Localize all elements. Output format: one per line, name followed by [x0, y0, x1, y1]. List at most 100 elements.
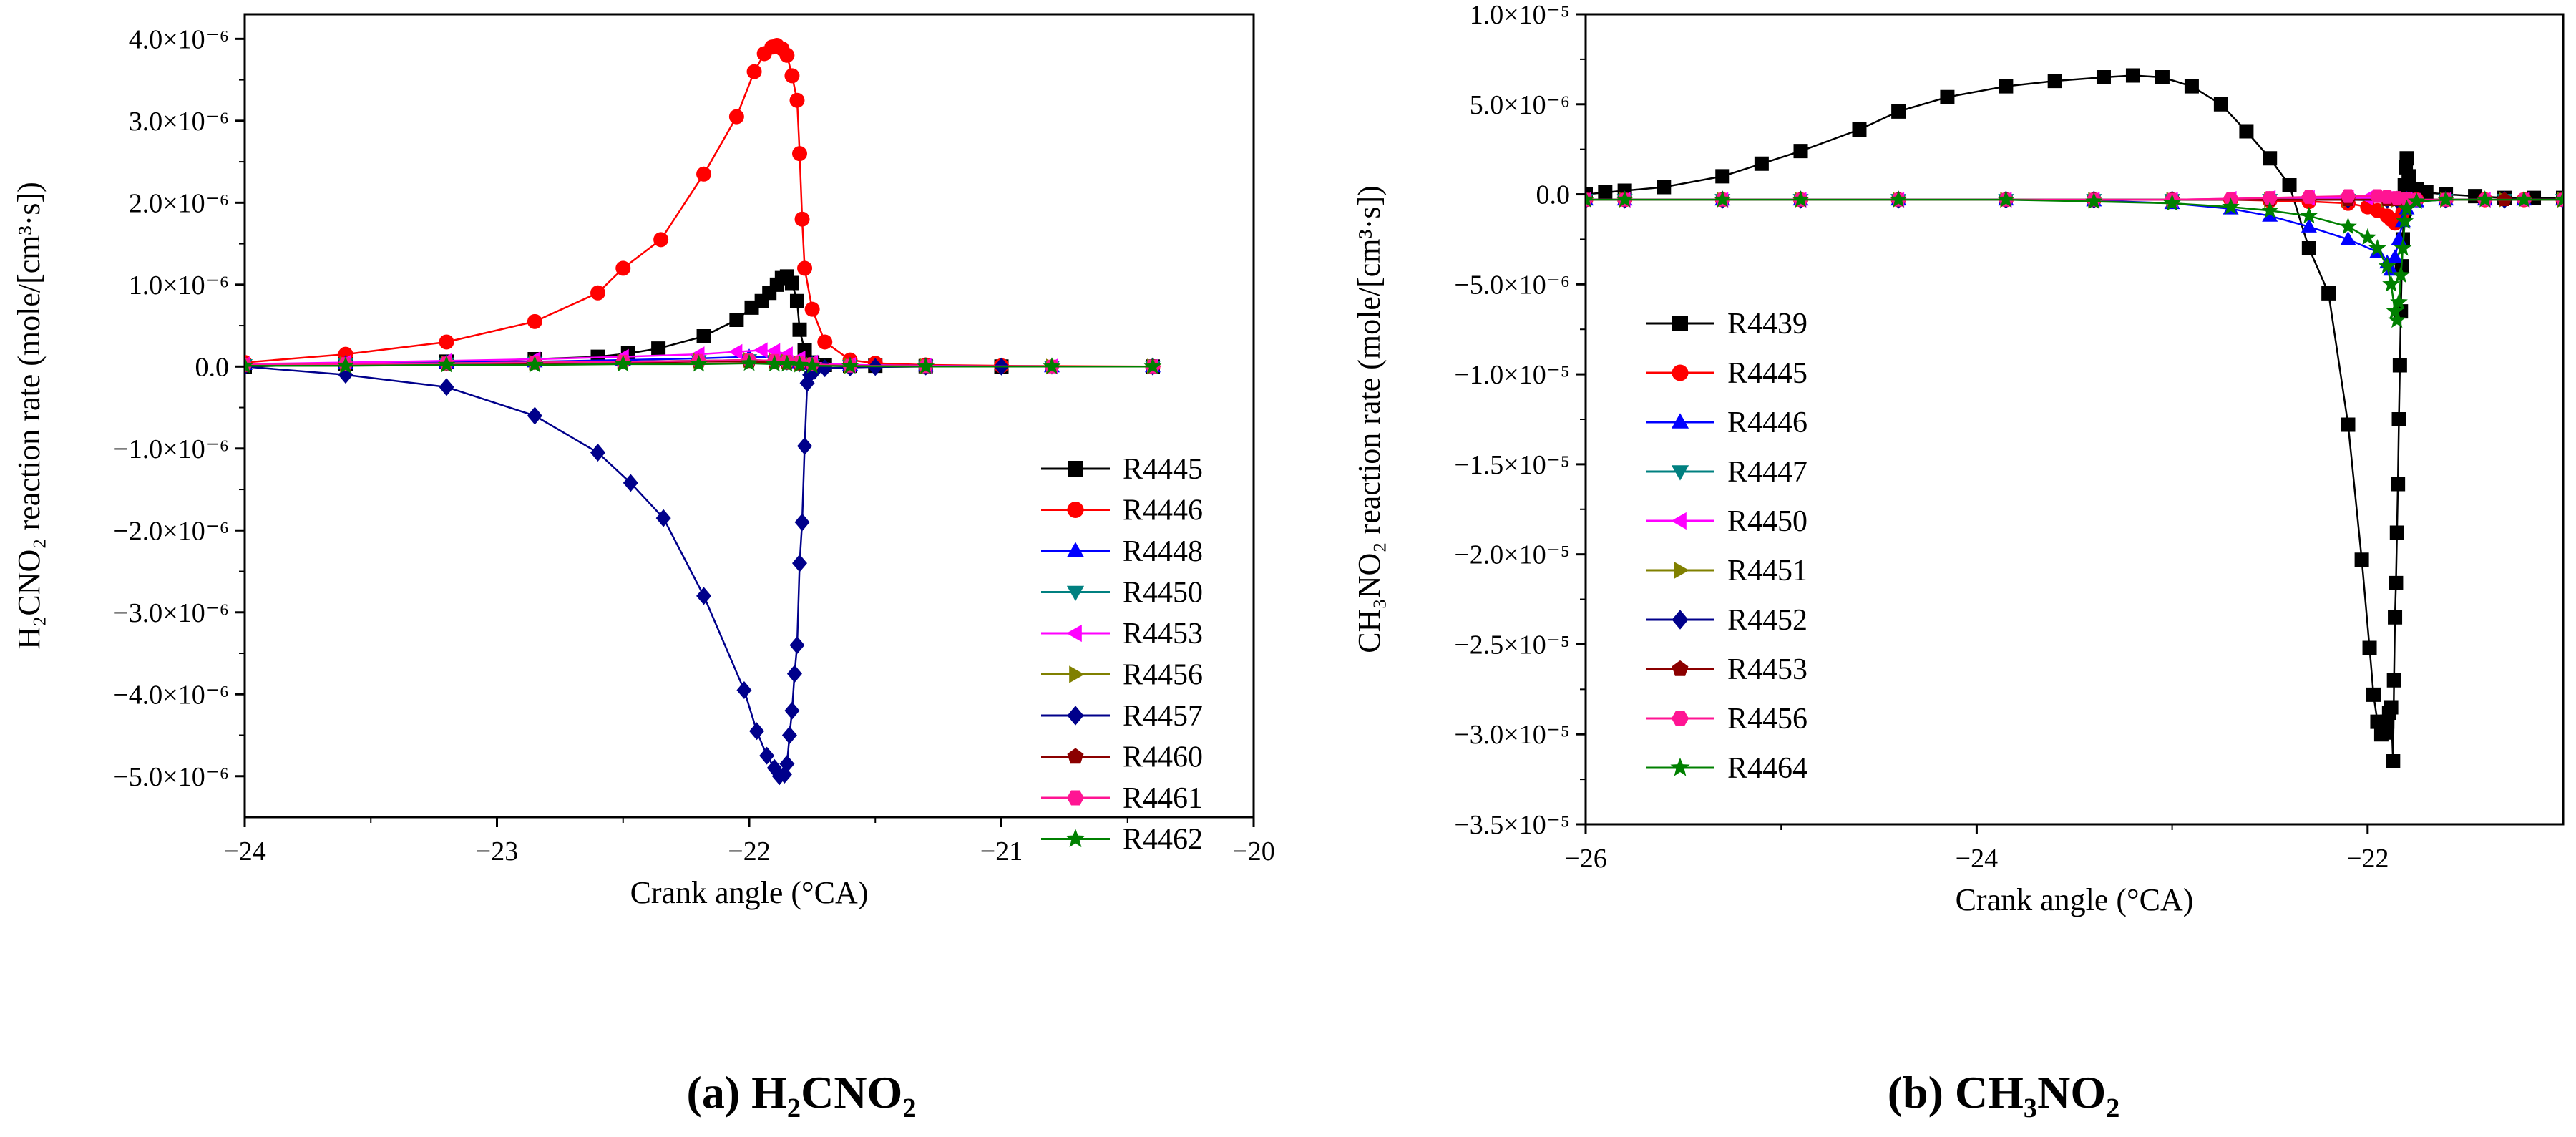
data-point-R4446: [527, 313, 542, 329]
data-point-R4439: [2366, 687, 2381, 702]
data-point-R4457: [696, 587, 712, 605]
data-point-R4464: [2386, 302, 2404, 319]
y-tick-label: 0.0: [1536, 180, 1571, 210]
legend-marker-R4450: [1671, 512, 1687, 530]
data-point-R4464: [2222, 197, 2240, 215]
y-tick-label: −1.0×10⁻⁶: [113, 434, 229, 464]
data-point-R4439: [2282, 177, 2297, 192]
data-point-R4464: [2260, 201, 2279, 218]
series-R4457: [245, 357, 1161, 786]
data-point-R4462: [336, 356, 355, 374]
y-tick-label: 1.0×10⁻⁵: [1470, 0, 1570, 30]
data-point-R4445: [792, 322, 807, 337]
data-point-R4462: [690, 354, 708, 372]
data-point-R4457: [736, 681, 752, 700]
data-point-R4457: [439, 378, 454, 396]
series-R4464: [1586, 190, 2563, 328]
data-point-R4464: [2515, 190, 2533, 208]
data-point-R4457: [786, 665, 802, 683]
data-point-R4439: [2155, 70, 2170, 85]
data-point-R4464: [2398, 199, 2416, 217]
legend-label-R4456: R4456: [1123, 659, 1203, 692]
legend-label-R4453: R4453: [1727, 653, 1807, 686]
data-point-R4456: [2262, 191, 2278, 205]
data-point-R4457: [749, 722, 765, 741]
data-point-R4464: [1997, 190, 2015, 208]
data-point-R4439: [1940, 89, 1955, 104]
legend: R4439 R4445 R4446 R4447 R4450 R4451 R4452 R4453…: [1646, 308, 1807, 785]
data-point-R4457: [623, 474, 638, 492]
y-tick-label: 4.0×10⁻⁶: [129, 24, 229, 54]
series-line-R4446: [245, 44, 1153, 368]
data-point-R4457: [527, 406, 542, 425]
data-point-R4457: [792, 554, 807, 572]
x-tick-label: −20: [1232, 836, 1274, 867]
data-point-R4457: [590, 444, 605, 462]
y-tick-label: 1.0×10⁻⁶: [129, 270, 229, 301]
data-point-R4446: [728, 109, 744, 125]
data-point-R4464: [1616, 190, 1634, 208]
data-point-R4446: [590, 285, 605, 301]
data-point-R4464: [2476, 190, 2494, 208]
data-point-R4456: [2301, 190, 2317, 204]
data-point-R4464: [1889, 190, 1908, 208]
series-line-R4446: [1586, 198, 2563, 273]
data-point-R4464: [2394, 239, 2412, 256]
data-point-R4464: [2163, 194, 2181, 211]
caption-a: (a) H₂CNO₂: [686, 1067, 917, 1118]
legend-label-R4451: R4451: [1727, 555, 1807, 587]
data-point-R4453: [728, 343, 743, 360]
x-tick-label: −26: [1564, 844, 1606, 874]
legend-marker-R4460: [1067, 748, 1084, 764]
data-point-R4439: [2125, 68, 2140, 83]
data-point-R4462: [245, 356, 254, 374]
data-point-R4446: [797, 260, 813, 276]
legend-label-R4446: R4446: [1727, 406, 1807, 439]
data-point-R4462: [526, 356, 544, 373]
data-point-R4464: [2388, 311, 2406, 328]
data-point-R4439: [2184, 79, 2199, 94]
y-tick-label: 2.0×10⁻⁶: [129, 188, 229, 218]
data-point-R4464: [2300, 206, 2318, 224]
data-point-R4457: [784, 701, 800, 720]
data-point-R4439: [2047, 74, 2062, 89]
data-point-R4439: [2391, 412, 2406, 426]
data-point-R4446: [439, 334, 454, 350]
legend-marker-R4456: [1069, 665, 1085, 683]
y-tick-label: −3.0×10⁻⁶: [113, 598, 229, 628]
data-point-R4457: [817, 359, 833, 378]
plot-area: [245, 38, 1162, 786]
y-tick-label: −2.0×10⁻⁶: [113, 516, 229, 546]
data-point-R4439: [2386, 753, 2401, 768]
x-tick-label: −23: [476, 836, 518, 867]
data-point-R4457: [781, 726, 797, 745]
y-tick-label: −3.0×10⁻⁵: [1454, 720, 1570, 750]
legend-label-R4447: R4447: [1727, 456, 1807, 489]
data-point-R4464: [1713, 190, 1732, 208]
data-point-R4453: [753, 342, 768, 358]
data-point-R4464: [2390, 293, 2408, 310]
legend-label-R4450: R4450: [1727, 505, 1807, 538]
legend-label-R4439: R4439: [1727, 308, 1807, 341]
y-tick-label: −5.0×10⁻⁶: [113, 762, 229, 792]
data-point-R4439: [2384, 700, 2399, 715]
legend-label-R4445: R4445: [1123, 453, 1203, 486]
data-point-R4445: [651, 341, 666, 356]
y-tick-label: 3.0×10⁻⁶: [129, 107, 229, 137]
x-tick-label: −24: [1956, 844, 1998, 874]
y-axis-label: H₂CNO₂ reaction rate (mole/[cm³·s]): [11, 182, 47, 650]
data-point-R4462: [1043, 357, 1061, 374]
data-point-R4446: [817, 334, 833, 350]
data-point-R4439: [2263, 151, 2278, 166]
legend-label-R4461: R4461: [1123, 782, 1203, 815]
y-tick-label: −3.5×10⁻⁵: [1454, 810, 1570, 840]
data-point-R4464: [2085, 192, 2103, 210]
legend-marker-R4464: [1670, 757, 1690, 776]
data-point-R4445: [784, 275, 799, 291]
data-point-R4439: [1657, 180, 1672, 195]
data-point-R4464: [2391, 265, 2410, 283]
legend-label-R4446: R4446: [1123, 494, 1203, 527]
legend-label-R4450: R4450: [1123, 577, 1203, 610]
y-tick-label: 5.0×10⁻⁶: [1470, 90, 1570, 120]
